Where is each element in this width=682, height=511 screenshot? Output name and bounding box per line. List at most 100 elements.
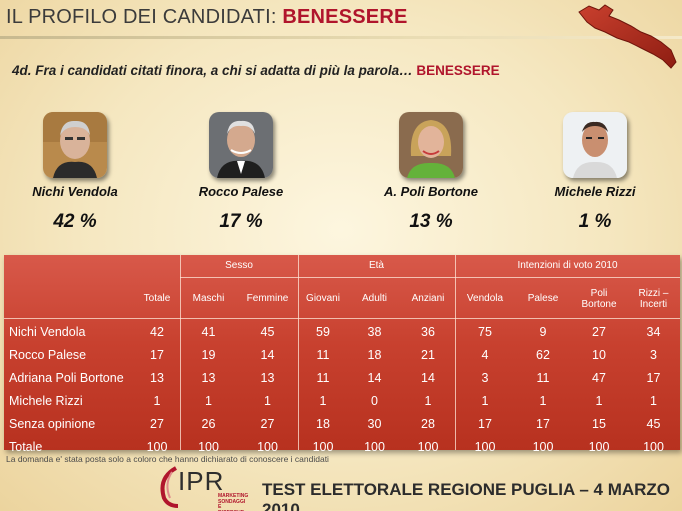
table-cell: 100	[588, 440, 610, 455]
candidate-percentage: 17 %	[219, 211, 263, 232]
table-row: Adriana Poli Bortone 13 13 13 11 14 14 3 11 47 17	[4, 367, 680, 390]
candidate-card-vendola: Nichi Vendola 42 %	[5, 112, 145, 233]
table-cell: 100	[146, 440, 168, 455]
table-cell: 100	[532, 440, 554, 455]
candidate-name: Rocco Palese	[198, 184, 284, 199]
table-cell: 100	[198, 440, 219, 455]
table-column-header: Adulti	[361, 293, 387, 305]
table-cell: 11	[316, 371, 330, 386]
table-cell: 45	[260, 325, 275, 340]
table-group-header: Età	[368, 260, 384, 272]
table-group-header: Intenzioni di voto 2010	[517, 260, 618, 272]
table-cell: 3	[650, 348, 657, 363]
ipr-logo-icon	[160, 466, 179, 508]
table-row: Totale 100 100 100 100 100 100 100 100 100 100	[4, 436, 680, 459]
table-cell: 1	[539, 394, 547, 409]
table-cell: 100	[312, 440, 334, 455]
table-cell: 18	[367, 348, 382, 363]
table-column-header: Rizzi – Incerti	[638, 287, 669, 311]
footer-title: TEST ELETTORALE REGIONE PUGLIA – 4 MARZO…	[262, 480, 671, 511]
table-cell: 1	[481, 394, 489, 409]
table-cell: 1	[319, 394, 327, 409]
table-cell: 75	[478, 325, 492, 340]
table-cell: 11	[316, 348, 330, 363]
table-column-header: Maschi	[192, 293, 225, 305]
table-row-label: Rocco Palese	[9, 348, 87, 363]
table-column-header: Totale	[143, 293, 171, 305]
table-divider	[180, 277, 680, 278]
table-cell: 26	[201, 417, 216, 432]
table-cell: 100	[257, 440, 278, 455]
candidate-percentage: 1 %	[578, 211, 612, 232]
table-header-row: Totale Maschi Femmine Giovani Adulti Anz…	[4, 277, 680, 321]
candidate-percentage: 42 %	[53, 211, 97, 232]
candidate-percentage: 13 %	[409, 211, 453, 232]
table-cell: 13	[260, 371, 275, 386]
table-row-label: Nichi Vendola	[9, 325, 86, 340]
table-cell: 41	[201, 325, 216, 340]
table-cell: 10	[592, 348, 606, 363]
ipr-logo-subtitle-line: MARKETING	[218, 493, 249, 499]
table-cell: 42	[150, 325, 164, 340]
footnote: La domanda e' stata posta solo a coloro …	[6, 454, 329, 464]
table-row-label: Totale	[9, 440, 43, 455]
table-column-header: Palese	[527, 293, 559, 305]
table-cell: 27	[260, 417, 275, 432]
table-cell: 0	[371, 394, 378, 409]
candidate-name: Nichi Vendola	[32, 184, 118, 199]
title-divider	[0, 36, 682, 39]
table-cell: 4	[481, 348, 489, 363]
page-title-accent: BENESSERE	[282, 6, 408, 28]
table-cell: 100	[474, 440, 496, 455]
table-cell: 28	[421, 417, 435, 432]
table-cell: 15	[592, 417, 606, 432]
candidate-photo	[209, 112, 273, 178]
candidate-photo	[399, 112, 463, 178]
table-cell: 14	[260, 348, 275, 363]
table-row-label: Adriana Poli Bortone	[9, 371, 124, 386]
table-cell: 1	[264, 394, 271, 409]
table-row-label: Senza opinione	[9, 417, 96, 432]
table-cell: 17	[478, 417, 492, 432]
table-cell: 30	[367, 417, 382, 432]
table-cell: 100	[417, 440, 439, 455]
table-cell: 1	[153, 394, 161, 409]
table-cell: 38	[367, 325, 382, 340]
candidate-name: Michele Rizzi	[554, 184, 636, 199]
table-cell: 1	[650, 394, 657, 409]
candidate-photo	[563, 112, 627, 178]
table-group-header: Sesso	[225, 260, 253, 272]
table-cell: 27	[592, 325, 606, 340]
table-cell: 47	[592, 371, 606, 386]
table-cell: 27	[150, 417, 164, 432]
table-cell: 1	[595, 394, 603, 409]
candidate-card-palese: Rocco Palese 17 %	[171, 112, 311, 233]
table-column-header: Giovani	[306, 293, 340, 305]
table-row: Nichi Vendola 42 41 45 59 38 36 75 9 27 34	[4, 321, 680, 344]
table-cell: 14	[367, 371, 382, 386]
table-cell: 1	[205, 394, 212, 409]
table-column-header: Poli Bortone	[581, 287, 617, 311]
table-group-header-row: Sesso Età Intenzioni di voto 2010	[4, 255, 680, 277]
table-cell: 17	[536, 417, 550, 432]
table-divider	[455, 255, 456, 450]
candidate-photo	[43, 112, 107, 178]
table-cell: 36	[421, 325, 435, 340]
table-cell: 100	[643, 440, 664, 455]
ipr-logo-text: IPR	[178, 466, 225, 496]
puglia-map-icon	[578, 4, 677, 69]
table-cell: 45	[646, 417, 661, 432]
table-cell: 11	[536, 371, 550, 386]
candidate-name: A. Poli Bortone	[384, 184, 478, 199]
table-cell: 1	[424, 394, 432, 409]
table-column-header: Femmine	[246, 293, 289, 305]
table-column-header: Vendola	[466, 293, 504, 305]
table-cell: 34	[646, 325, 661, 340]
table-cell: 9	[539, 325, 547, 340]
table-divider	[4, 318, 680, 319]
table-cell: 14	[421, 371, 435, 386]
table-row: Michele Rizzi 1 1 1 1 0 1 1 1 1 1	[4, 390, 680, 413]
page-title: IL PROFILO DEI CANDIDATI: BENESSERE	[6, 6, 408, 29]
table-cell: 19	[201, 348, 216, 363]
table-cell: 18	[316, 417, 330, 432]
